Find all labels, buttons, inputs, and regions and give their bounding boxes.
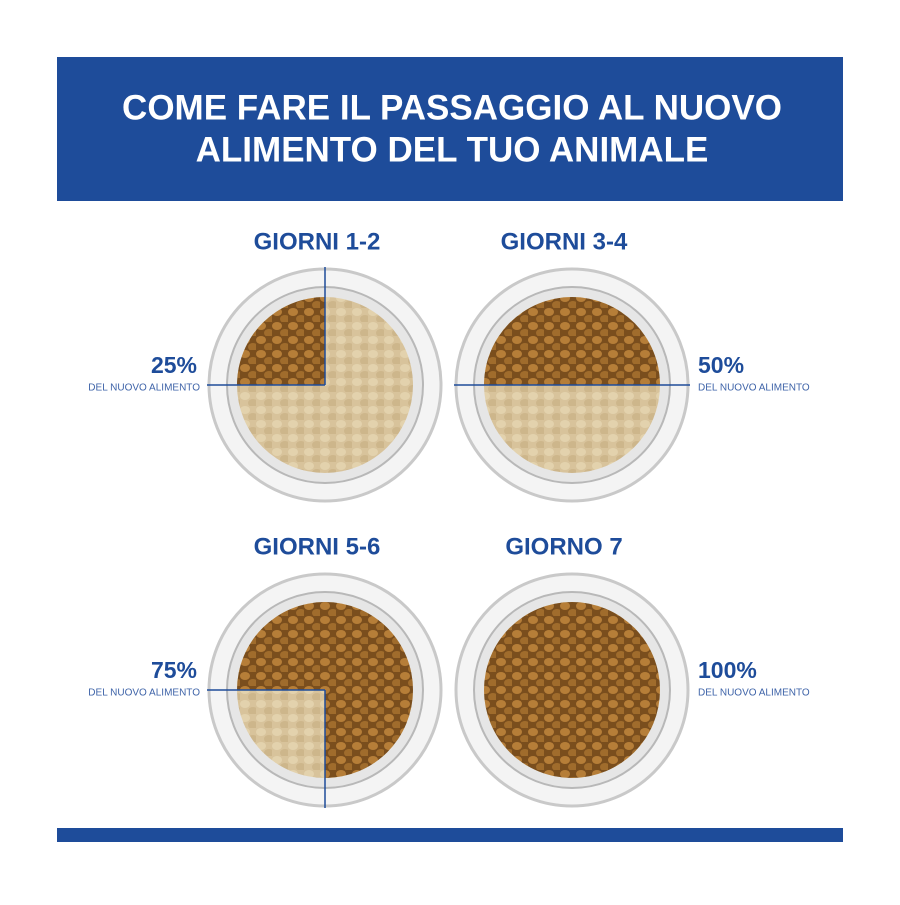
percent-label: 100% <box>698 657 757 683</box>
title-line: ALIMENTO DEL TUO ANIMALE <box>196 130 709 169</box>
percent-label: 25% <box>151 352 197 378</box>
percent-caption: DEL NUOVO ALIMENTO <box>88 688 200 699</box>
header-band <box>57 57 843 201</box>
new-food-share <box>484 602 660 778</box>
day-label: GIORNI 5-6 <box>254 533 381 560</box>
percent-caption: DEL NUOVO ALIMENTO <box>88 383 200 394</box>
day-label: GIORNI 3-4 <box>501 228 628 255</box>
percent-label: 75% <box>151 657 197 683</box>
day-label: GIORNO 7 <box>505 533 622 560</box>
percent-caption: DEL NUOVO ALIMENTO <box>698 688 810 699</box>
title-line: COME FARE IL PASSAGGIO AL NUOVO <box>122 88 782 127</box>
day-label: GIORNI 1-2 <box>254 228 381 255</box>
new-food-share <box>237 297 325 385</box>
footer-band <box>57 828 843 842</box>
percent-label: 50% <box>698 352 744 378</box>
percent-caption: DEL NUOVO ALIMENTO <box>698 383 810 394</box>
new-food-share <box>484 297 660 385</box>
